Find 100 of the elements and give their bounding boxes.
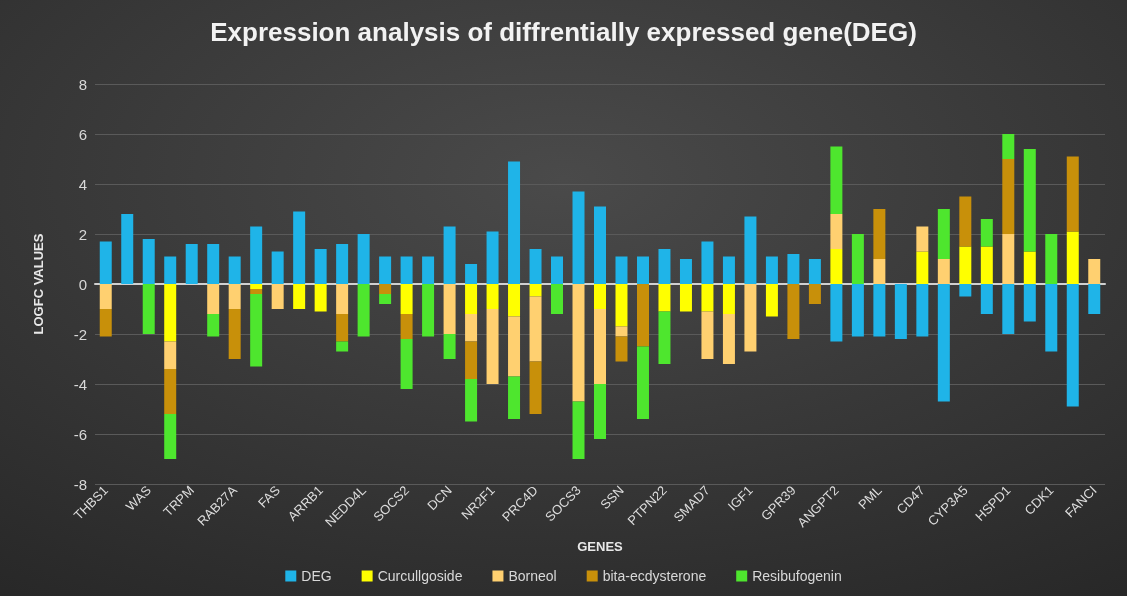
bar <box>787 254 800 284</box>
bar <box>400 339 413 389</box>
bar <box>959 246 972 284</box>
legend-label: Resibufogenin <box>752 568 842 584</box>
bar <box>594 206 606 284</box>
bar <box>916 284 929 337</box>
bar <box>1066 284 1079 407</box>
y-tick-label: -6 <box>73 425 87 443</box>
legend-label: Curcullgoside <box>377 568 463 584</box>
bar <box>379 256 392 284</box>
bar <box>164 256 177 284</box>
bar <box>293 284 306 309</box>
bar <box>529 249 542 284</box>
bar <box>164 341 177 369</box>
bar <box>701 241 714 284</box>
bar <box>336 244 349 284</box>
bar <box>336 314 349 342</box>
bar <box>916 251 929 284</box>
bar <box>314 284 327 312</box>
bar <box>744 284 757 352</box>
bar <box>164 369 177 414</box>
bar <box>551 284 564 314</box>
bar <box>937 259 950 284</box>
bar <box>207 284 220 314</box>
legend-label: Borneol <box>508 568 557 584</box>
bar <box>808 284 821 304</box>
bar <box>615 256 628 284</box>
bar <box>508 161 521 284</box>
bar <box>765 284 778 317</box>
bar <box>529 296 542 362</box>
bar <box>594 309 606 384</box>
bar <box>164 414 177 459</box>
y-tick-label: 2 <box>78 225 87 243</box>
bar <box>615 336 628 362</box>
bar <box>636 346 649 419</box>
legend-label: DEG <box>301 568 332 584</box>
bar <box>228 284 241 309</box>
y-tick-label: 0 <box>78 275 87 293</box>
bar <box>980 219 993 247</box>
bar <box>142 284 155 334</box>
bar <box>465 284 478 314</box>
bar <box>357 284 370 337</box>
bar <box>658 284 671 312</box>
bar <box>722 256 735 284</box>
legend-label: bita-ecdysterone <box>602 568 707 584</box>
bar <box>1002 234 1015 284</box>
bar <box>594 284 606 309</box>
bar <box>486 309 499 384</box>
bar <box>250 284 263 289</box>
bar <box>465 314 478 342</box>
bar <box>164 284 177 342</box>
bar <box>443 226 456 284</box>
bar <box>250 226 263 284</box>
bar <box>443 334 456 359</box>
bar <box>572 191 585 284</box>
bar <box>1023 284 1036 322</box>
bar <box>636 284 649 347</box>
bar <box>508 284 521 317</box>
bar <box>400 256 413 284</box>
bar <box>250 289 263 294</box>
bar <box>851 234 864 284</box>
bar <box>636 256 649 284</box>
bar <box>207 314 220 337</box>
bar <box>830 249 843 284</box>
bar <box>465 264 478 284</box>
x-tick-label: PML <box>855 482 885 513</box>
bar <box>744 216 757 284</box>
bar <box>443 284 456 334</box>
bar <box>142 239 155 284</box>
bar <box>701 284 714 312</box>
bar <box>830 284 843 342</box>
bar <box>529 284 542 297</box>
bar <box>701 311 714 359</box>
bar <box>465 341 478 379</box>
bar <box>379 284 392 294</box>
bar <box>1088 259 1101 284</box>
bar <box>228 256 241 284</box>
bar <box>357 234 370 284</box>
bar <box>400 314 413 339</box>
bar <box>1066 231 1079 284</box>
bar <box>572 284 585 402</box>
bar <box>615 284 628 327</box>
bar <box>336 341 349 352</box>
bar <box>959 284 972 297</box>
bar <box>679 284 692 312</box>
bar <box>465 379 478 422</box>
bar <box>830 146 843 214</box>
y-axis-title: LOGFC VALUES <box>31 233 46 335</box>
bar <box>314 249 327 284</box>
bar <box>486 284 499 309</box>
bar <box>916 226 929 252</box>
bar <box>959 196 972 247</box>
bar <box>551 256 564 284</box>
bar <box>1002 284 1015 334</box>
bar <box>615 326 628 337</box>
bar <box>937 209 950 259</box>
bar <box>980 284 993 314</box>
bar <box>508 376 521 419</box>
bar <box>508 316 521 377</box>
bar <box>250 294 263 367</box>
